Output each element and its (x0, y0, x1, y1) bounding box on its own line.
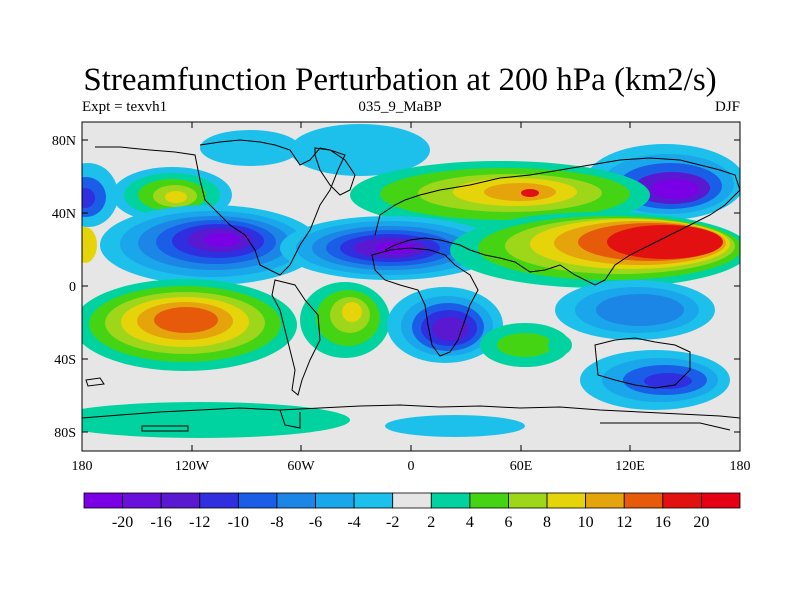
north-arctic-band (200, 124, 430, 176)
x-tick-label: 120W (175, 459, 210, 474)
colorbar-swatch (546, 492, 587, 509)
season-label: DJF (714, 99, 740, 115)
x-axis: 180 120W 60W 0 60E 120E 180 (72, 122, 751, 474)
y-tick-label: 80N (52, 134, 76, 149)
colorbar-swatch (392, 492, 432, 509)
x-tick-label: 60W (287, 459, 315, 474)
colorbar-labels: -20 -16 -12 -10 -8 -6 -4 -2 2 4 6 8 10 12 16 20 (112, 514, 709, 531)
colorbar-label: -8 (270, 514, 283, 531)
high-south-pacific (82, 279, 297, 371)
colorbar-swatch (662, 492, 702, 509)
y-tick-label: 40N (52, 207, 76, 222)
eurasia-outline (374, 157, 740, 286)
low-west-edge (82, 163, 118, 227)
west-edge-island-outline (85, 377, 105, 387)
australia-outline (594, 337, 691, 389)
experiment-label: Expt = texvh1 (82, 99, 168, 115)
y-axis: 80N 40N 0 40S 80S (52, 134, 740, 441)
colorbar-label: -4 (347, 514, 360, 531)
continent-outlines (82, 139, 740, 432)
x-tick-label: 180 (72, 459, 93, 474)
colorbar-swatch (237, 492, 278, 509)
colorbar-swatch (469, 492, 509, 509)
colorbar-label: 4 (466, 514, 474, 531)
high-west-edge (82, 227, 97, 263)
colorbar-label: -20 (112, 514, 133, 531)
colorbar-swatch (508, 492, 548, 509)
colorbar-label: -10 (228, 514, 249, 531)
y-tick-label: 80S (54, 426, 76, 441)
high-west-pacific (450, 212, 740, 288)
low-southern-ocean (580, 350, 730, 410)
low-australia (555, 280, 715, 340)
antarctic-peninsula-outline (279, 409, 301, 429)
colorbar-label: -12 (189, 514, 210, 531)
colorbar-swatch (623, 492, 664, 509)
colorbar-swatch (430, 492, 471, 509)
colorbar-swatch (701, 492, 741, 509)
north-america-outline (95, 139, 346, 276)
colorbar-label: -6 (309, 514, 322, 531)
south-america-outline (271, 279, 321, 396)
southern-band-high (82, 335, 572, 438)
colorbar-swatch (83, 492, 123, 509)
high-eurasia (350, 161, 650, 229)
x-tick-label: 120E (615, 459, 645, 474)
x-tick-label: 60E (510, 459, 533, 474)
greenland-outline (314, 147, 356, 196)
x-tick-label: 180 (730, 459, 751, 474)
colorbar-label: 2 (427, 514, 435, 531)
colorbar-label: 16 (655, 514, 671, 531)
colorbar-swatch (315, 492, 355, 509)
low-south-africa (387, 287, 503, 363)
colorbar-swatch (199, 492, 239, 509)
x-tick-label: 0 (408, 459, 415, 474)
colorbar (83, 492, 741, 509)
antarctic-low (385, 415, 525, 437)
colorbar-label: 6 (504, 514, 512, 531)
y-tick-label: 0 (69, 280, 76, 295)
high-south-atlantic (300, 282, 390, 358)
colorbar-swatch (160, 492, 201, 509)
colorbar-label: 20 (693, 514, 709, 531)
colorbar-label: 10 (578, 514, 594, 531)
colorbar-swatch (353, 492, 394, 509)
colorbar-label: 12 (616, 514, 632, 531)
colorbar-swatch (122, 492, 162, 509)
contour-field (82, 122, 740, 451)
ice-dome-outline (600, 422, 731, 431)
colorbar-swatch (276, 492, 316, 509)
colorbar-label: -2 (386, 514, 399, 531)
y-tick-label: 40S (54, 353, 76, 368)
colorbar-label: 8 (543, 514, 551, 531)
high-indian-ocean (480, 323, 570, 367)
africa-outline (371, 247, 479, 357)
map-title: Streamfunction Perturbation at 200 hPa (… (83, 62, 717, 98)
antarctica-outline (82, 404, 740, 419)
ross-ice-shelf-outline (141, 425, 189, 432)
case-label: 035_9_MaBP (358, 99, 442, 115)
colorbar-label: -16 (151, 514, 172, 531)
colorbar-swatch (585, 492, 625, 509)
